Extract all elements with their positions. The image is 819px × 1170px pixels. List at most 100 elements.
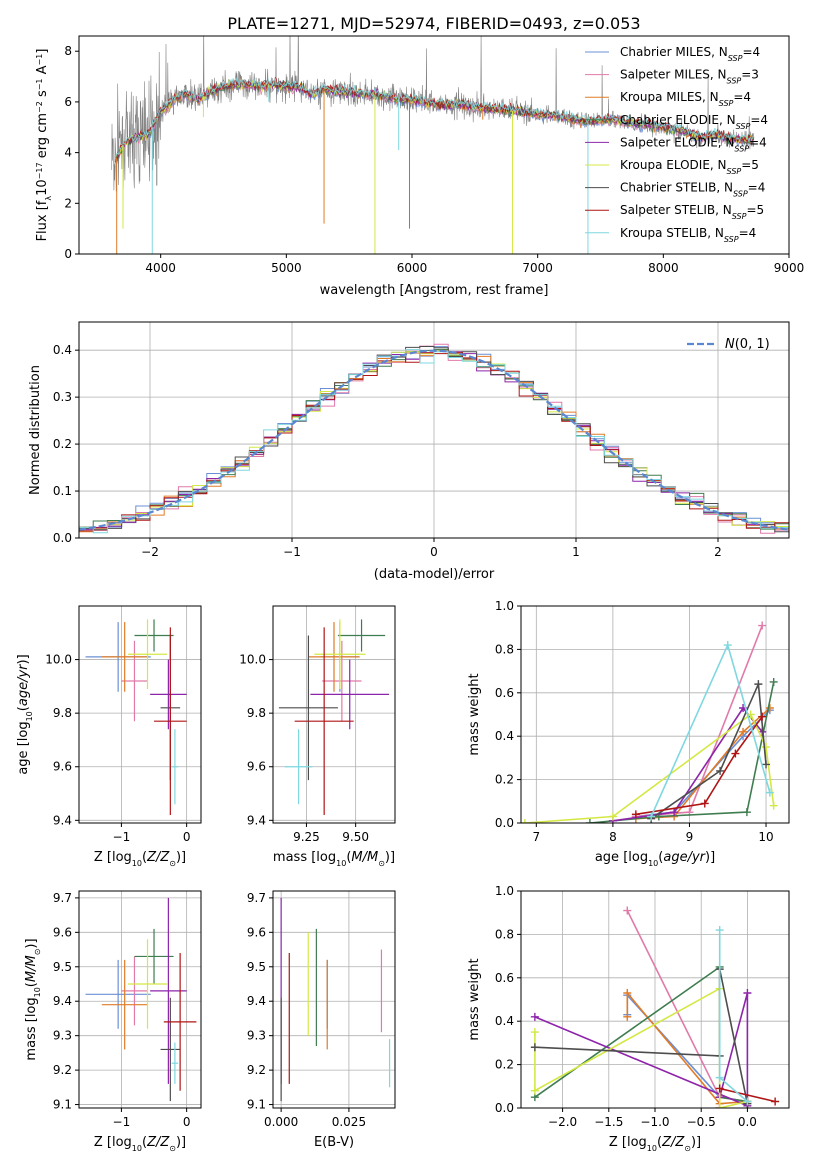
mass_vs_Z-point-chabrier-elodie <box>134 928 174 984</box>
weight_vs_age-ytick-label: 0.2 <box>495 773 514 787</box>
weight_vs_age-xtick-label: 10 <box>758 830 773 844</box>
legend-label-chabrier-miles: Chabrier MILES, NSSP=4 <box>620 45 760 63</box>
mass_vs_EBV-ytick-label: 9.3 <box>247 1029 266 1043</box>
residuals-ylabel: Normed distribution <box>28 365 43 495</box>
age_vs_mass-point-kroupa-miles <box>308 622 360 692</box>
age_vs_Z-point-chabrier-elodie <box>134 619 174 652</box>
weight_vs_age-marker <box>670 808 679 817</box>
residuals-legend: N(0, 1) <box>687 337 770 352</box>
weight_vs_age-xtick-label: 9 <box>686 830 694 844</box>
age_vs_mass-point-salpeter-elodie <box>310 659 390 730</box>
age_vs_mass-point-chabrier-elodie <box>337 619 386 652</box>
weight_vs_age-marker <box>769 677 778 686</box>
age_vs_mass-xtick-label: 9.25 <box>293 830 320 844</box>
age_vs_Z-point-kroupa-elodie <box>127 619 168 690</box>
mass_vs_Z-point-kroupa-elodie <box>127 939 168 1029</box>
spectrum-ylabel: Flux [fλ10−17 erg cm−2 s−1 A−1] <box>35 49 53 242</box>
age_vs_Z-ytick-label: 9.4 <box>53 813 72 827</box>
weight_vs_age-series-kroupa-stelib <box>647 641 774 821</box>
weight_vs_age-ytick-label: 1.0 <box>495 599 514 613</box>
age_vs_Z-ylabel: age [log10(age/yr)] <box>16 654 34 774</box>
spectrum-ytick-label: 2 <box>64 196 72 210</box>
age_vs_mass-point-salpeter-stelib <box>294 627 354 815</box>
age_vs_Z-point-salpeter-stelib <box>154 627 187 815</box>
weight_vs_age-marker <box>754 680 763 689</box>
weight_vs_age-marker <box>716 766 725 775</box>
mass_vs_Z-point-kroupa-miles <box>101 959 148 1050</box>
mass_vs_Z-ytick-label: 9.3 <box>53 1029 72 1043</box>
legend-label-kroupa-elodie: Kroupa ELODIE, NSSP=5 <box>620 158 759 176</box>
spectrum-model-kroupa-stelib <box>114 76 755 158</box>
legend-label-kroupa-miles: Kroupa MILES, NSSP=4 <box>620 90 751 108</box>
mass_vs_Z-ytick-label: 9.6 <box>53 925 72 939</box>
mass_vs_Z-panel: −1 0 9.1 9.2 9.3 9.4 9.5 9.6 9.7 Z [log10(Z/Z⊙)] m… <box>24 890 202 1153</box>
weight_vs_age-panel: 7 8 9 10 0.0 0.2 0.4 0.6 0.8 1.0 age [log10(age/yr… <box>467 599 790 868</box>
weight_vs_Z-xtick-label: −1.0 <box>640 1115 669 1129</box>
mass_vs_Z-point-salpeter-elodie <box>150 897 187 1084</box>
weight_vs_Z-series-chabrier-stelib <box>530 965 752 1108</box>
weight_vs_age-series-kroupa-elodie <box>521 710 778 823</box>
weight_vs_age-marker <box>731 749 740 758</box>
mass_vs_EBV-ytick-label: 9.5 <box>247 960 266 974</box>
mass_vs_Z-ytick-label: 9.4 <box>53 994 72 1008</box>
residuals-ytick-label: 0.0 <box>53 531 72 545</box>
residuals-xtick-label: −2 <box>141 545 159 559</box>
weight_vs_Z-ylabel: mass weight <box>467 958 482 1040</box>
mass_vs_Z-plot-area <box>79 891 201 1108</box>
legend-label-gaussian: N(0, 1) <box>725 337 770 352</box>
legend-label-salpeter-elodie: Salpeter ELODIE, NSSP=4 <box>620 135 767 153</box>
residuals-ytick-label: 0.3 <box>53 390 72 404</box>
mass_vs_Z-point-chabrier-miles <box>85 959 151 1029</box>
weight_vs_age-marker <box>739 727 748 736</box>
weight_vs_Z-marker <box>715 1104 724 1108</box>
mass_vs_EBV-ytick-label: 9.7 <box>247 891 266 905</box>
weight_vs_age-ytick-label: 0.0 <box>495 816 514 830</box>
spectrum-xtick-label: 6000 <box>397 261 428 275</box>
mass_vs_EBV-ytick-label: 9.2 <box>247 1063 266 1077</box>
weight_vs_Z-series-salpeter-elodie <box>530 988 752 1108</box>
mass_vs_EBV-panel: 0.000 0.025 9.1 9.2 9.3 9.4 9.5 9.6 9.7 E(B-V) <box>247 890 396 1150</box>
mass_vs_Z-xtick-label: −1 <box>113 1115 131 1129</box>
weight_vs_age-marker <box>742 808 751 817</box>
age_vs_Z-ytick-label: 10.0 <box>45 653 72 667</box>
spectrum-frame <box>78 35 790 255</box>
mass_vs_EBV-ytick-label: 9.4 <box>247 994 266 1008</box>
spectrum-ytick-label: 6 <box>64 95 72 109</box>
residuals-ytick-label: 0.4 <box>53 343 72 357</box>
age_vs_mass-ytick-label: 10.0 <box>239 653 266 667</box>
spectrum-panel: 4000 5000 6000 7000 8000 9000 0 2 4 6 8 wavelength … <box>35 35 804 298</box>
age_vs_mass-frame <box>272 605 396 824</box>
weight_vs_age-marker <box>765 703 774 712</box>
weight_vs_age-marker <box>762 760 771 769</box>
weight_vs_age-marker <box>758 621 767 630</box>
weight_vs_Z-marker <box>715 926 724 935</box>
age_vs_mass-xtick-label: 9.50 <box>342 830 369 844</box>
weight_vs_Z-marker <box>530 1012 539 1021</box>
weight_vs_Z-ytick-label: 1.0 <box>495 884 514 898</box>
weight_vs_Z-marker <box>743 988 752 997</box>
weight_vs_age-frame <box>520 605 790 824</box>
weight_vs_Z-panel: −2.0 −1.5 −1.0 −0.5 0.0 0.0 0.2 0.4 0.6 0.8 1.0 Z [… <box>467 884 790 1153</box>
weight_vs_Z-ytick-label: 0.4 <box>495 1014 514 1028</box>
residuals-xtick-label: 0 <box>430 545 438 559</box>
age_vs_Z-plot-area <box>79 606 201 823</box>
weight_vs_Z-marker <box>530 1043 539 1052</box>
weight_vs_Z-plot-area <box>521 891 789 1108</box>
mass_vs_Z-ytick-label: 9.5 <box>53 960 72 974</box>
weight_vs_age-marker <box>608 812 617 821</box>
spectrum-xtick-label: 4000 <box>145 261 176 275</box>
weight_vs_age-ytick-label: 0.8 <box>495 642 514 656</box>
age_vs_Z-ytick-label: 9.8 <box>53 706 72 720</box>
spectrum-xtick-label: 8000 <box>648 261 679 275</box>
mass_vs_Z-ytick-label: 9.7 <box>53 891 72 905</box>
age_vs_Z-panel: −1 0 9.4 9.6 9.8 10.0 Z [log10(Z/Z⊙)] age [log1… <box>16 605 202 868</box>
residuals-panel: −2 −1 0 1 2 0.0 0.1 0.2 0.3 0.4 (data-model)/error… <box>28 321 790 582</box>
spectrum-ytick-label: 0 <box>64 247 72 261</box>
weight_vs_age-plot-area <box>521 606 789 823</box>
weight_vs_Z-ytick-label: 0.2 <box>495 1058 514 1072</box>
mass_vs_Z-point-kroupa-stelib <box>171 1042 179 1084</box>
spectrum-xlabel: wavelength [Angstrom, rest frame] <box>320 283 549 298</box>
weight_vs_Z-marker <box>623 988 632 997</box>
weight_vs_Z-marker <box>530 1028 539 1037</box>
mass_vs_Z-point-chabrier-stelib <box>160 997 181 1102</box>
